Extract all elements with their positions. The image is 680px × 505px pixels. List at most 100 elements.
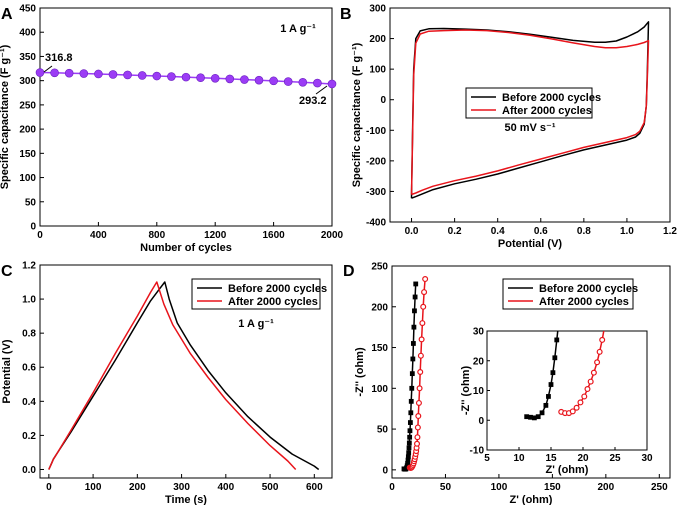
data-point — [240, 75, 249, 84]
data-point-square — [554, 337, 560, 343]
data-point-circle — [618, 120, 623, 125]
data-point — [225, 74, 235, 84]
y-tick-label: 0 — [380, 95, 386, 106]
x-tick-label: 2000 — [321, 230, 344, 241]
legend-entry: After 2000 cycles — [502, 105, 592, 117]
rate-annotation: 1 A g⁻¹ — [238, 318, 274, 330]
x-axis-label: Potential (V) — [498, 238, 563, 250]
x-tick-label: 600 — [306, 482, 323, 493]
y-tick-label: 150 — [371, 343, 388, 354]
data-point-square — [552, 355, 558, 361]
inset-x-tick-label: 5 — [484, 453, 490, 464]
y-axis-label: Potential (V) — [1, 339, 13, 404]
x-tick-label: 250 — [651, 482, 668, 493]
charge-discharge-curve — [48, 281, 320, 471]
data-point-square — [411, 324, 417, 330]
x-tick-label: 400 — [217, 482, 234, 493]
x-tick-label: 0.0 — [405, 226, 419, 237]
y-tick-label: 300 — [19, 76, 36, 87]
y-tick-label: 50 — [377, 425, 389, 436]
main-plot-series — [401, 276, 429, 472]
inset-x-tick-label: 10 — [513, 453, 525, 464]
plot-frame — [39, 7, 333, 227]
y-tick-label: 0 — [30, 222, 36, 233]
y-tick-label: 0.8 — [22, 329, 36, 340]
data-point-square — [413, 281, 419, 287]
panel-label: B — [340, 6, 352, 23]
y-tick-label: 100 — [19, 173, 36, 184]
data-point-circle — [577, 399, 584, 406]
inset-y-tick-label: 10 — [473, 386, 485, 397]
data-point-square — [574, 67, 579, 72]
data-point-square — [412, 294, 418, 300]
data-point-square — [568, 168, 573, 173]
legend-entry: After 2000 cycles — [539, 296, 629, 308]
data-point-square — [404, 463, 410, 469]
legend-entry: After 2000 cycles — [228, 296, 318, 308]
data-point-circle — [569, 408, 576, 415]
y-axis-label: -Z'' (ohm) — [354, 347, 366, 397]
y-tick-label: 0.0 — [22, 465, 36, 476]
legend-entry: Before 2000 cycles — [539, 283, 638, 295]
y-tick-label: -100 — [366, 126, 386, 137]
y-tick-label: -300 — [366, 187, 386, 198]
data-point-circle — [584, 386, 591, 393]
inset-frame — [486, 330, 648, 451]
x-tick-label: 800 — [148, 230, 165, 241]
x-tick-label: 0.2 — [448, 226, 462, 237]
y-tick-label: -400 — [366, 218, 386, 229]
y-tick-label: 400 — [19, 28, 36, 39]
inset-y-tick-label: 0 — [478, 416, 484, 427]
data-point-circle — [590, 369, 597, 376]
y-tick-label: 250 — [371, 262, 388, 273]
data-point-square — [412, 308, 417, 314]
panel-label: C — [1, 263, 13, 280]
inset-y-tick-label: -10 — [470, 446, 485, 457]
x-tick-label: 1.0 — [620, 226, 634, 237]
data-point — [167, 72, 176, 81]
y-tick-label: 200 — [369, 34, 386, 45]
y-axis-label: Specific capacitance (F g⁻¹) — [351, 42, 363, 187]
y-tick-label: 200 — [371, 302, 388, 313]
data-point-square — [548, 382, 554, 387]
y-tick-label: 150 — [19, 149, 36, 160]
x-tick-label: 0.8 — [577, 226, 591, 237]
data-point-square — [546, 394, 551, 399]
x-tick-label: 0.6 — [534, 226, 548, 237]
plot-frame — [389, 7, 671, 223]
data-point-circle — [596, 348, 603, 355]
data-point-square — [408, 398, 414, 404]
data-point — [152, 71, 162, 81]
x-tick-label: 0.4 — [491, 226, 505, 237]
cv-loop — [410, 29, 650, 196]
y-axis-label: Specific capacitance (F g⁻¹) — [0, 44, 11, 189]
panel-a: 0 400 800 1200 1600 2000 0 50 100 150 200 250 300 350… — [0, 4, 344, 255]
data-point-circle — [622, 61, 627, 66]
inset-plot: 5 10 15 20 25 30 -10 0 10 20 30 Z' (ohm) -Z'' (ohm) — [460, 61, 653, 477]
data-point-square — [407, 428, 413, 434]
plot-frame — [39, 264, 333, 479]
data-point-circle — [416, 385, 423, 392]
cv-loop — [410, 21, 650, 199]
x-axis-label: Z' (ohm) — [510, 494, 553, 505]
y-tick-label: 250 — [19, 100, 36, 111]
y-tick-label: 300 — [369, 4, 386, 15]
data-point — [283, 77, 293, 86]
data-point-square — [409, 385, 415, 391]
start-value-label: 316.8 — [45, 52, 73, 64]
y-tick-label: -200 — [366, 156, 386, 167]
data-point-square — [406, 450, 412, 456]
x-tick-label: 100 — [85, 482, 102, 493]
data-point — [94, 69, 103, 79]
inset-x-axis-label: Z' (ohm) — [546, 464, 589, 476]
data-point-square — [539, 410, 545, 416]
data-point — [298, 78, 308, 87]
data-point-circle — [414, 424, 421, 431]
data-point-square — [406, 440, 412, 446]
y-tick-label: 0.4 — [22, 397, 36, 408]
x-tick-label: 300 — [173, 482, 190, 493]
data-point-circle — [614, 174, 619, 179]
